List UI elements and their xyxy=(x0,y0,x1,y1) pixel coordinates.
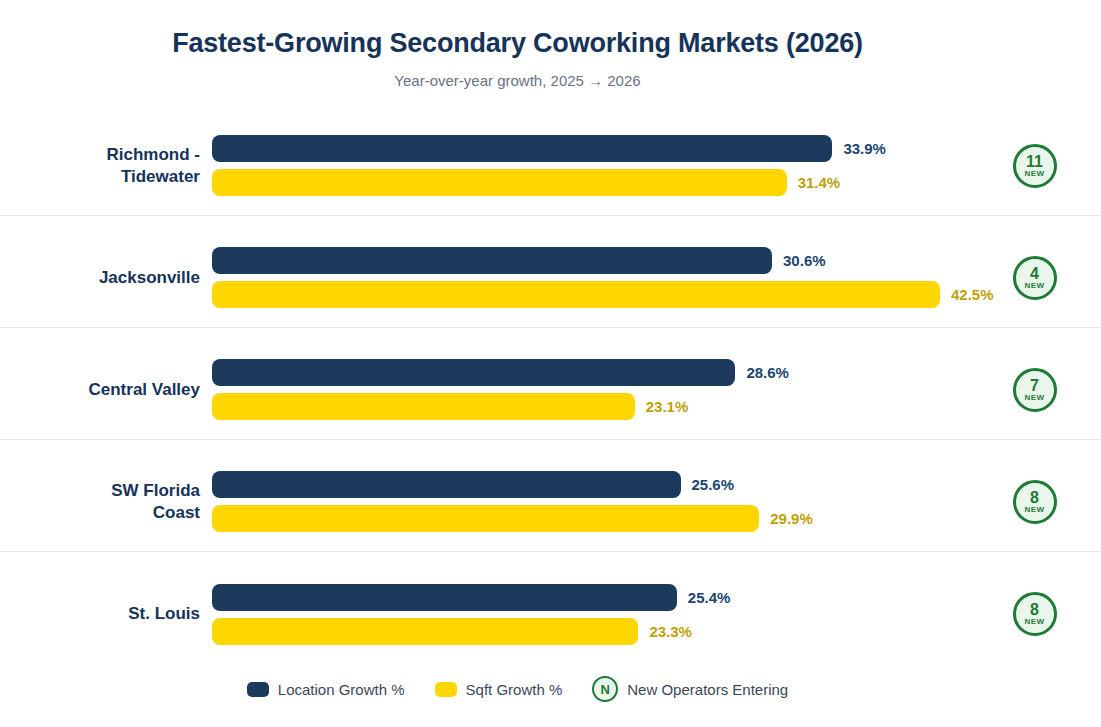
sqft-growth-bar-line: 31.4% xyxy=(212,169,940,196)
sqft-growth-bar xyxy=(212,618,638,645)
chart-page: Fastest-Growing Secondary Coworking Mark… xyxy=(0,0,1101,727)
location-growth-value: 25.4% xyxy=(688,589,731,606)
badge-number: 8 xyxy=(1030,602,1039,617)
badge-new-label: NEW xyxy=(1024,505,1044,514)
legend-label-location-growth: Location Growth % xyxy=(278,681,405,698)
location-growth-value: 33.9% xyxy=(843,140,886,157)
location-growth-bar xyxy=(212,471,681,498)
sqft-growth-bar-line: 29.9% xyxy=(212,505,940,532)
bars-area: 28.6% 23.1% xyxy=(212,359,940,420)
legend-label-new-operators: New Operators Entering xyxy=(627,681,788,698)
new-operators-circle-icon: N xyxy=(592,676,618,702)
market-label: Central Valley xyxy=(0,379,200,401)
sqft-growth-bar xyxy=(212,169,787,196)
badge-number: 4 xyxy=(1030,266,1039,281)
badge-new-label: NEW xyxy=(1024,393,1044,402)
bars-area: 30.6% 42.5% xyxy=(212,247,940,308)
sqft-growth-value: 23.3% xyxy=(649,623,692,640)
sqft-growth-value: 23.1% xyxy=(646,398,689,415)
legend-label-sqft-growth: Sqft Growth % xyxy=(466,681,563,698)
location-growth-bar xyxy=(212,247,772,274)
new-operators-badge: 11 NEW xyxy=(1013,144,1057,188)
badge-number: 11 xyxy=(1026,154,1043,169)
new-operators-badge: 7 NEW xyxy=(1013,368,1057,412)
chart-title: Fastest-Growing Secondary Coworking Mark… xyxy=(0,28,1035,59)
location-growth-bar xyxy=(212,135,832,162)
bars-area: 33.9% 31.4% xyxy=(212,135,940,196)
bars-area: 25.6% 29.9% xyxy=(212,471,940,532)
chart-legend: Location Growth % Sqft Growth % N New Op… xyxy=(0,676,1101,702)
badge-column: 8 NEW xyxy=(940,480,1101,524)
legend-item-sqft-growth: Sqft Growth % xyxy=(435,681,563,698)
new-operators-badge: 8 NEW xyxy=(1013,592,1057,636)
chart-header: Fastest-Growing Secondary Coworking Mark… xyxy=(0,0,1101,89)
market-label: St. Louis xyxy=(0,603,200,625)
location-growth-bar-line: 25.4% xyxy=(212,584,940,611)
location-growth-bar-line: 28.6% xyxy=(212,359,940,386)
legend-item-new-operators: N New Operators Entering xyxy=(592,676,788,702)
market-label: Richmond -Tidewater xyxy=(0,144,200,188)
badge-new-label: NEW xyxy=(1024,617,1044,626)
sqft-growth-bar xyxy=(212,393,635,420)
location-growth-bar xyxy=(212,584,677,611)
badge-column: 4 NEW xyxy=(940,256,1101,300)
sqft-growth-bar-line: 23.3% xyxy=(212,618,940,645)
market-row: SW FloridaCoast 25.6% 29.9% 8 NEW xyxy=(0,440,1101,552)
legend-item-location-growth: Location Growth % xyxy=(247,681,405,698)
badge-column: 8 NEW xyxy=(940,592,1101,636)
sqft-growth-value: 31.4% xyxy=(798,174,841,191)
new-operators-badge: 8 NEW xyxy=(1013,480,1057,524)
sqft-growth-bar xyxy=(212,281,940,308)
market-row: Richmond -Tidewater 33.9% 31.4% 11 NEW xyxy=(0,104,1101,216)
location-growth-value: 28.6% xyxy=(746,364,789,381)
badge-column: 11 NEW xyxy=(940,144,1101,188)
market-label: Jacksonville xyxy=(0,267,200,289)
sqft-growth-value: 29.9% xyxy=(770,510,813,527)
location-growth-bar-line: 25.6% xyxy=(212,471,940,498)
location-growth-bar xyxy=(212,359,735,386)
new-operators-badge: 4 NEW xyxy=(1013,256,1057,300)
badge-number: 7 xyxy=(1030,378,1039,393)
market-row: St. Louis 25.4% 23.3% 8 NEW xyxy=(0,552,1101,664)
bars-area: 25.4% 23.3% xyxy=(212,584,940,645)
market-row: Jacksonville 30.6% 42.5% 4 NEW xyxy=(0,216,1101,328)
chart-rows: Richmond -Tidewater 33.9% 31.4% 11 NEW J… xyxy=(0,104,1101,664)
badge-new-label: NEW xyxy=(1024,281,1044,290)
location-growth-value: 25.6% xyxy=(692,476,735,493)
market-row: Central Valley 28.6% 23.1% 7 NEW xyxy=(0,328,1101,440)
badge-column: 7 NEW xyxy=(940,368,1101,412)
badge-new-label: NEW xyxy=(1024,169,1044,178)
sqft-growth-bar-line: 23.1% xyxy=(212,393,940,420)
location-growth-swatch-icon xyxy=(247,682,269,697)
market-label: SW FloridaCoast xyxy=(0,480,200,524)
badge-number: 8 xyxy=(1030,490,1039,505)
sqft-growth-bar xyxy=(212,505,759,532)
location-growth-value: 30.6% xyxy=(783,252,826,269)
location-growth-bar-line: 33.9% xyxy=(212,135,940,162)
chart-subtitle: Year-over-year growth, 2025 → 2026 xyxy=(0,72,1035,89)
sqft-growth-swatch-icon xyxy=(435,682,457,697)
location-growth-bar-line: 30.6% xyxy=(212,247,940,274)
sqft-growth-bar-line: 42.5% xyxy=(212,281,940,308)
